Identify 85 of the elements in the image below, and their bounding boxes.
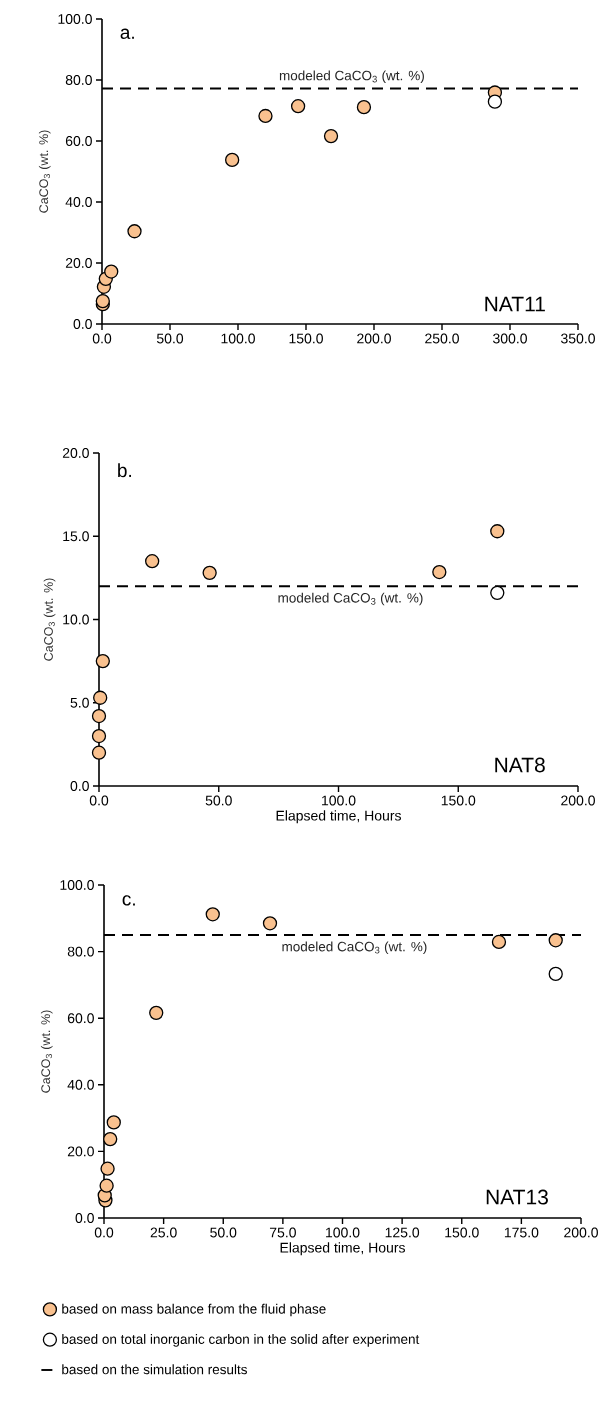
point <box>91 745 107 760</box>
point <box>548 933 563 948</box>
annotation: NAT11 <box>485 296 545 312</box>
y-tick-label: 20.0 <box>62 448 89 458</box>
y-tick-label: 40.0 <box>67 1079 94 1090</box>
x-tick-label: 200.0 <box>561 795 595 806</box>
annotation: NAT13 <box>486 1189 548 1205</box>
legend-label: based on mass balance from the fluid phase <box>62 1303 326 1317</box>
x-tick-label: 50.0 <box>205 795 232 806</box>
y-tick-label: 0.0 <box>70 781 89 791</box>
x-tick-label: 250.0 <box>425 333 459 344</box>
y-tick-label: 5.0 <box>70 697 89 708</box>
y-axis-title: CaCO$_{3}$ (wt. %) <box>40 1010 53 1093</box>
x-tick-label: 350.0 <box>561 333 595 344</box>
point <box>258 108 273 124</box>
point <box>99 1178 114 1193</box>
y-tick-label: 20.0 <box>65 258 92 268</box>
x-tick-label: 50.0 <box>210 1227 237 1238</box>
point <box>262 916 278 931</box>
y-axis-title: CaCO$_{3}$ (wt. %) <box>43 578 56 661</box>
point <box>205 907 220 922</box>
y-tick-label: 60.0 <box>67 1013 94 1024</box>
x-tick-label: 150.0 <box>441 795 476 806</box>
x-tick-label: 100.0 <box>326 1227 360 1238</box>
legend-label: based on total inorganic carbon in the solid after experiment <box>62 1334 420 1347</box>
x-tick-label: 175.0 <box>504 1227 539 1238</box>
x-tick-label: 150.0 <box>289 333 323 344</box>
legend-label: based on the simulation results <box>62 1364 247 1375</box>
point <box>490 585 505 600</box>
point <box>91 708 107 724</box>
point <box>356 99 372 115</box>
point <box>103 1131 118 1147</box>
annotation: modeled CaCO$_{3}$ (wt. %) <box>282 941 427 955</box>
point <box>225 152 240 168</box>
x-tick-label: 300.0 <box>493 333 527 344</box>
point <box>487 94 503 109</box>
x-tick-label: 200.0 <box>357 333 391 344</box>
point <box>432 564 447 580</box>
point <box>106 1115 121 1130</box>
x-tick-label: 150.0 <box>445 1227 479 1238</box>
point <box>100 1161 115 1176</box>
y-tick-label: 60.0 <box>65 136 92 146</box>
annotation: c. <box>122 895 135 906</box>
y-tick-label: 80.0 <box>65 75 92 85</box>
point <box>323 128 339 144</box>
annotation: modeled CaCO$_{3}$ (wt. %) <box>278 592 423 606</box>
x-tick-label: 25.0 <box>150 1227 177 1238</box>
annotation: b. <box>118 463 132 478</box>
y-tick-label: 100.0 <box>58 14 92 24</box>
point <box>104 264 119 279</box>
annotation: a. <box>120 28 134 40</box>
x-tick-label: 125.0 <box>385 1227 420 1238</box>
y-tick-label: 15.0 <box>63 531 89 542</box>
y-axis-title: CaCO$_{3}$ (wt. %) <box>38 130 51 213</box>
x-tick-label: 50.0 <box>156 333 184 344</box>
y-tick-label: 0.0 <box>75 1213 94 1223</box>
x-tick-label: 0.0 <box>92 333 112 344</box>
y-tick-label: 10.0 <box>63 614 89 625</box>
point <box>490 524 505 539</box>
y-tick-label: 80.0 <box>67 946 94 957</box>
x-tick-label: 100.0 <box>322 795 356 806</box>
y-tick-label: 20.0 <box>67 1146 94 1157</box>
point <box>290 99 306 114</box>
x-tick-label: 100.0 <box>221 333 255 344</box>
point <box>145 554 160 569</box>
x-axis-title: Elapsed time, Hours <box>280 1242 405 1256</box>
x-tick-label: 0.0 <box>94 1227 114 1238</box>
point <box>95 293 110 309</box>
x-tick-label: 0.0 <box>89 795 109 806</box>
point <box>202 565 217 581</box>
y-tick-label: 0.0 <box>73 319 92 329</box>
point <box>149 1005 164 1021</box>
point <box>93 690 108 705</box>
annotation: NAT8 <box>495 757 545 773</box>
point <box>127 224 142 239</box>
point <box>491 934 507 950</box>
x-tick-label: 75.0 <box>269 1227 296 1238</box>
x-axis-title: Elapsed time, Hours <box>276 810 401 824</box>
y-tick-label: 40.0 <box>65 197 92 207</box>
point <box>95 653 110 669</box>
point <box>91 728 107 744</box>
y-tick-label: 100.0 <box>60 880 94 890</box>
annotation: modeled CaCO$_{3}$ (wt. %) <box>279 70 424 83</box>
x-tick-label: 200.0 <box>564 1227 598 1238</box>
point <box>548 966 563 982</box>
